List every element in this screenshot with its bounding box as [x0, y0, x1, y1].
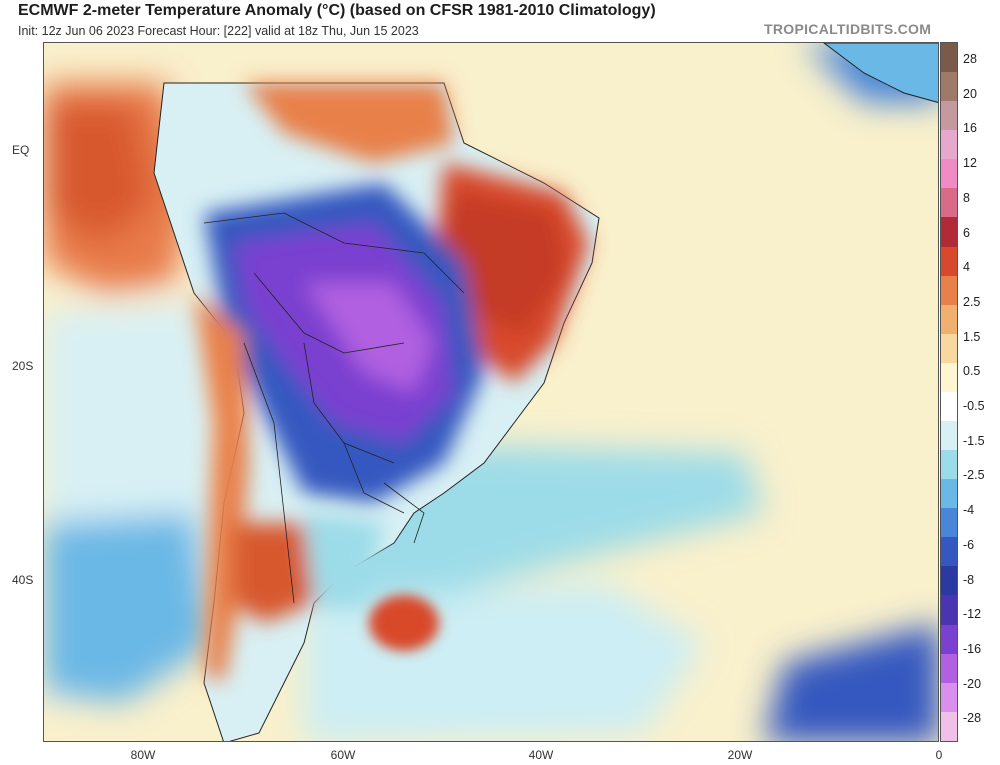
- colorbar-tick-label: -0.5: [963, 399, 985, 413]
- colorbar-tick-label: 12: [963, 156, 977, 171]
- anomaly-map[interactable]: [43, 42, 939, 742]
- colorbar-swatch: [941, 43, 957, 73]
- colorbar-swatch: [941, 217, 957, 247]
- colorbar-swatch: [941, 130, 957, 160]
- colorbar-swatch: [941, 566, 957, 596]
- colorbar-swatch: [941, 479, 957, 509]
- lon-label-40w: 40W: [528, 748, 554, 762]
- colorbar-swatch: [941, 362, 957, 392]
- colorbar-swatch: [941, 624, 957, 654]
- colorbar-swatch: [941, 421, 957, 451]
- colorbar-tick-label: -8: [963, 572, 975, 587]
- lon-label-80w: 80W: [130, 748, 156, 762]
- temperature-colorbar: [940, 42, 958, 742]
- colorbar-swatch: [941, 304, 957, 334]
- colorbar-swatch: [941, 72, 957, 102]
- colorbar-tick-label: 8: [963, 190, 970, 205]
- colorbar-tick-label: -20: [963, 676, 982, 691]
- colorbar-swatch: [941, 246, 957, 276]
- anomaly-map-canvas: [44, 43, 938, 741]
- colorbar-tick-label: 6: [963, 225, 970, 240]
- colorbar-swatch: [941, 595, 957, 625]
- map-title: ECMWF 2-meter Temperature Anomaly (°C) (…: [18, 2, 656, 19]
- colorbar-swatch: [941, 682, 957, 712]
- colorbar-swatch: [941, 391, 957, 422]
- colorbar-tick-label: -16: [963, 641, 982, 656]
- lat-label-20s: 20S: [12, 359, 34, 373]
- colorbar-swatch: [941, 101, 957, 131]
- colorbar-swatch: [941, 450, 957, 480]
- colorbar-tick-label: -12: [963, 607, 982, 622]
- colorbar-tick-label: 28: [963, 52, 977, 66]
- lon-label-20w: 20W: [727, 748, 753, 762]
- colorbar-tick-label: -6: [963, 537, 975, 552]
- colorbar-tick-label: 4: [963, 260, 970, 275]
- colorbar-tick-label: 2.5: [963, 294, 981, 309]
- colorbar-swatch: [941, 333, 957, 363]
- colorbar-tick-label: -2.5: [963, 468, 985, 483]
- colorbar-tick-label: 20: [963, 86, 977, 101]
- site-watermark: TROPICALTIDBITS.COM: [764, 21, 932, 37]
- colorbar-swatch: [941, 537, 957, 567]
- country-borders: [203, 212, 465, 604]
- colorbar-swatch: [941, 653, 957, 683]
- colorbar-tick-label: -4: [963, 503, 975, 518]
- lat-label-40s: 40S: [12, 573, 34, 587]
- colorbar-swatch: [941, 159, 957, 189]
- lon-label-0: 0: [935, 748, 943, 762]
- colorbar-tick-label: -1.5: [963, 433, 985, 448]
- colorbar-swatch: [941, 508, 957, 538]
- warm-ocean-patch: [369, 595, 439, 651]
- colorbar-swatch: [941, 275, 957, 305]
- colorbar-tick-label: -28: [963, 711, 982, 726]
- lon-label-60w: 60W: [330, 748, 356, 762]
- colorbar-tick-label: 0.5: [963, 364, 981, 379]
- lat-label-eq: EQ: [12, 143, 30, 157]
- colorbar-swatch: [941, 711, 957, 741]
- africa-landmass: [823, 43, 938, 103]
- colorbar-tick-label: 16: [963, 121, 977, 136]
- colorbar-swatch: [941, 188, 957, 218]
- colorbar-tick-label: 1.5: [963, 329, 981, 344]
- map-subtitle: Init: 12z Jun 06 2023 Forecast Hour: [22…: [18, 24, 419, 38]
